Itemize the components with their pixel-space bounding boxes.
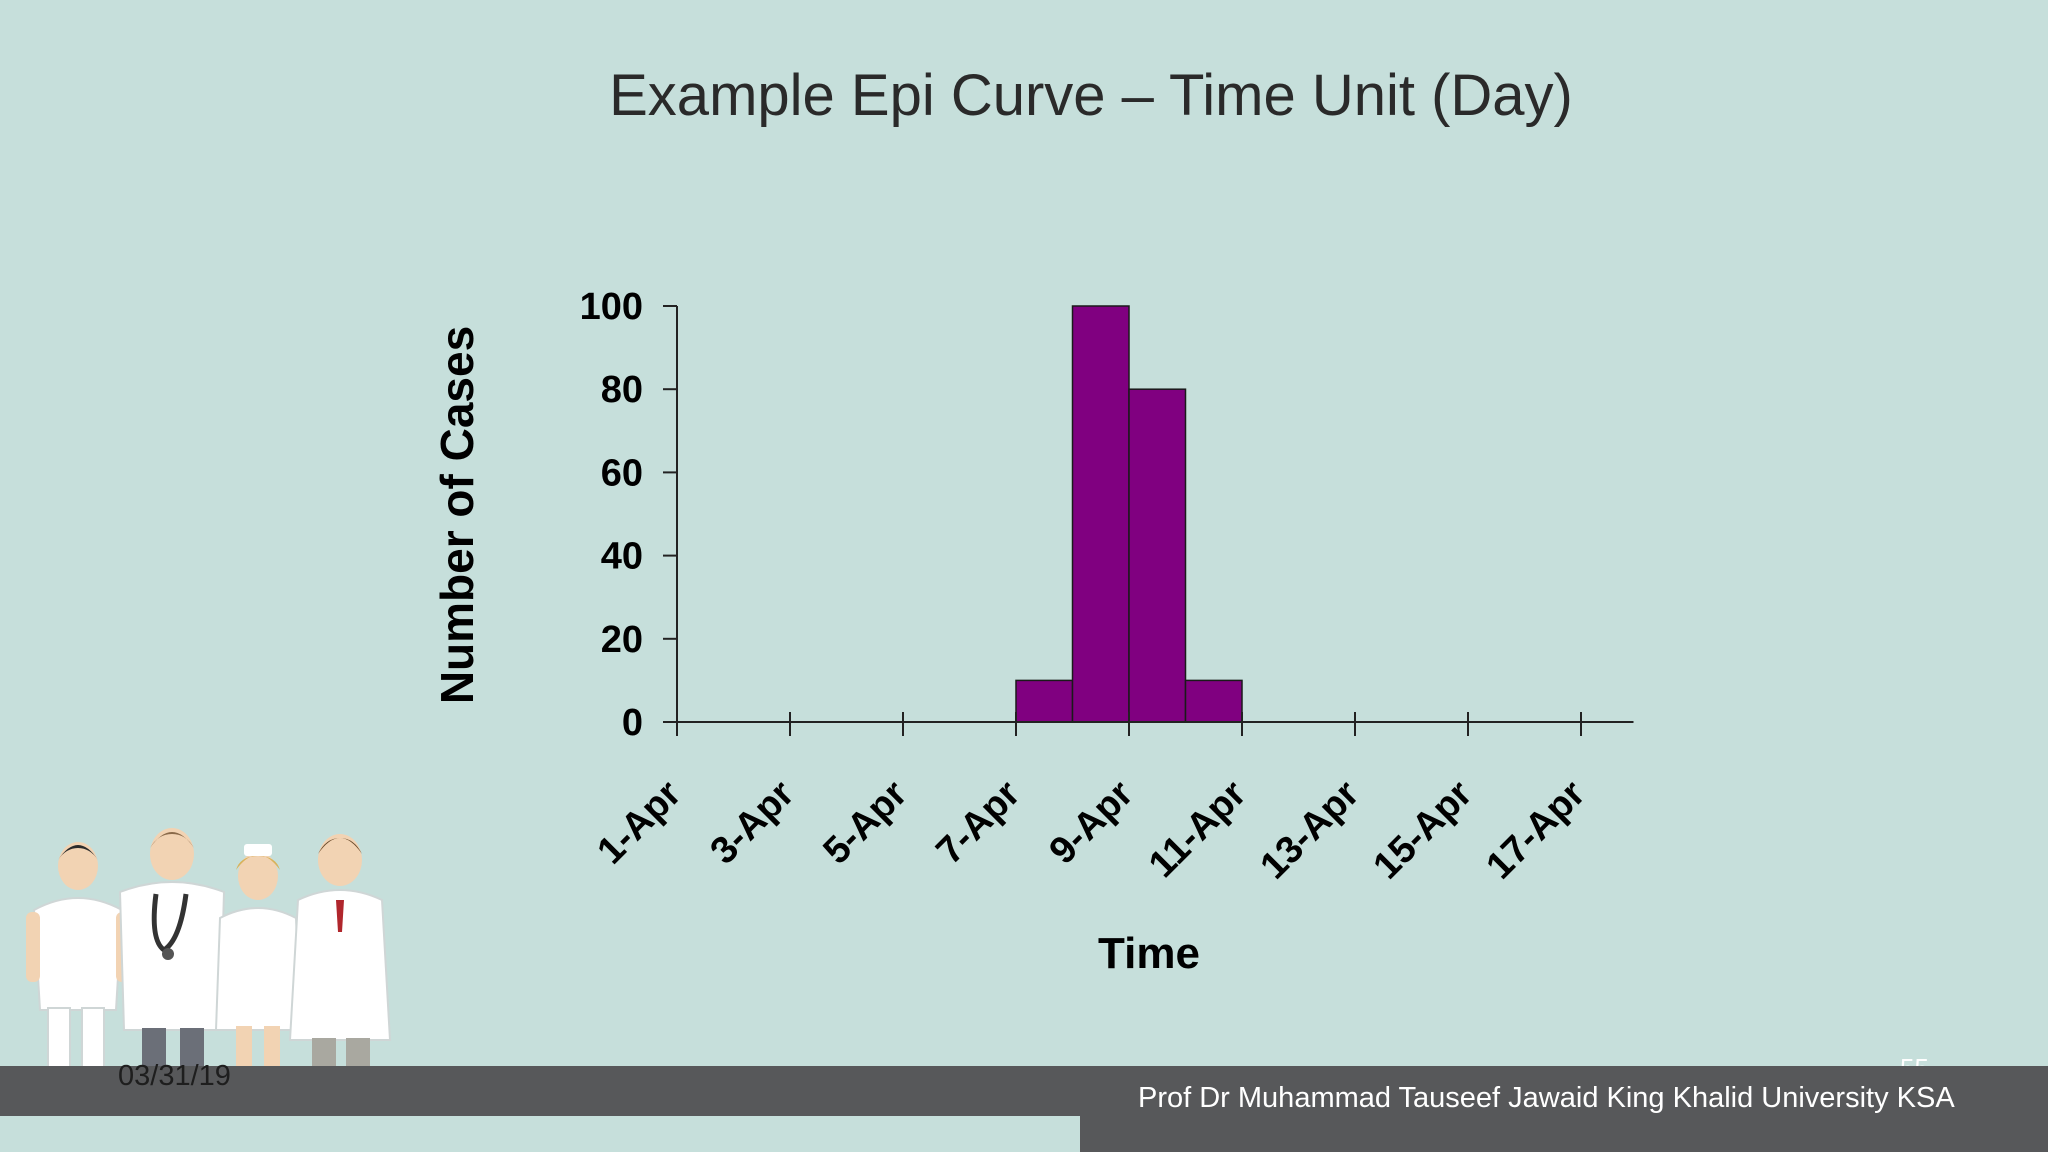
x-tick-label: 9-Apr xyxy=(1041,773,1141,873)
bar-11-Apr xyxy=(1184,679,1243,723)
y-tick-label: 80 xyxy=(601,369,643,411)
epi-curve-chart: Number of Cases Time 0 20 40 60 80 100 1-Apr 3-… xyxy=(431,286,1634,978)
x-tick-label: 1-Apr xyxy=(589,773,689,873)
x-tick-label: 5-Apr xyxy=(815,773,915,873)
x-tick-label: 15-Apr xyxy=(1366,773,1481,888)
x-tick-label: 17-Apr xyxy=(1479,773,1594,888)
y-tick-label: 60 xyxy=(601,452,643,494)
y-tick-label: 0 xyxy=(622,702,643,744)
x-tick-label: 3-Apr xyxy=(702,773,802,873)
bar-8-Apr xyxy=(1015,679,1074,723)
x-tick-label: 7-Apr xyxy=(928,773,1028,873)
slide-title: Example Epi Curve – Time Unit (Day) xyxy=(609,63,1573,128)
footer-credit-panel xyxy=(1080,1066,2048,1152)
bar-10-Apr xyxy=(1128,388,1187,723)
footer-date: 03/31/19 xyxy=(118,1060,231,1092)
footer-credit: Prof Dr Muhammad Tauseef Jawaid King Kha… xyxy=(1138,1082,1955,1114)
x-tick-label: 11-Apr xyxy=(1141,773,1254,886)
y-axis-label: Number of Cases xyxy=(431,326,483,704)
y-tick-label: 100 xyxy=(580,286,643,328)
y-tick-label: 40 xyxy=(601,536,643,578)
y-tick-label: 20 xyxy=(601,619,643,661)
x-tick-label: 13-Apr xyxy=(1253,773,1368,888)
bar-9-Apr xyxy=(1071,305,1130,723)
page-number: 55 xyxy=(1900,1048,1930,1066)
x-axis-label: Time xyxy=(1098,929,1200,978)
